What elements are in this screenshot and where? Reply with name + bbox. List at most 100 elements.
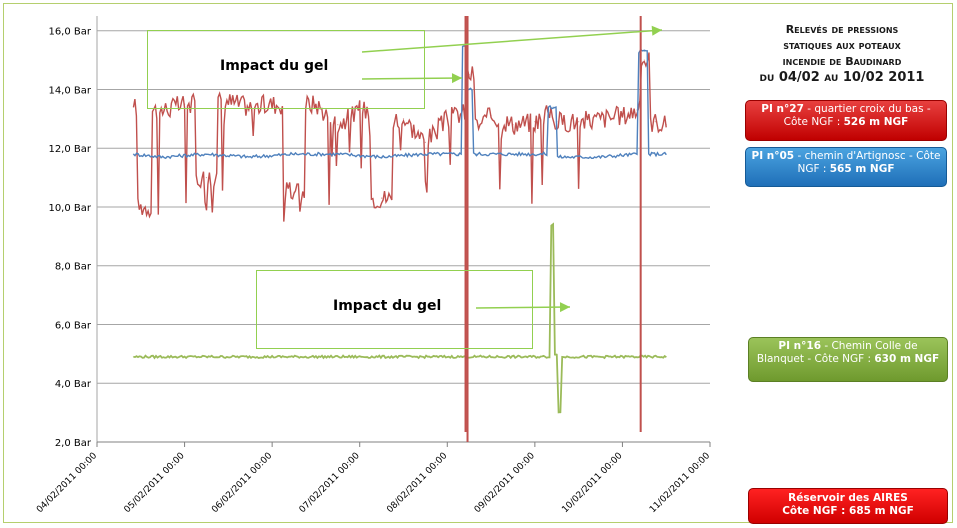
data-point — [475, 153, 478, 155]
legend-pi05: PI n°05 - chemin d'Artignosc - Côte NGF … — [745, 147, 947, 187]
data-point — [271, 103, 273, 105]
y-tick-label: 14,0 Bar — [48, 85, 91, 96]
data-point — [446, 118, 448, 120]
data-point — [621, 356, 624, 358]
legend-reservoir: Réservoir des AIRES Côte NGF : 685 m NGF — [748, 488, 948, 524]
data-point — [552, 106, 554, 108]
y-tick-label: 2,0 Bar — [55, 438, 92, 449]
legend-pi16-desc: - Chemin Colle de Blanquet - Côte NGF : — [756, 340, 918, 365]
data-point — [205, 176, 208, 179]
x-tick-label: 05/02/2011 00:00 — [123, 451, 187, 515]
data-point — [140, 206, 142, 208]
data-point — [424, 153, 426, 155]
x-tick-label: 09/02/2011 00:00 — [473, 451, 537, 515]
data-point — [205, 153, 208, 155]
legend-pi05-desc: - chemin d'Artignosc - Côte NGF : — [794, 150, 941, 175]
data-point — [578, 121, 580, 123]
legend-reservoir-line-2: Côte NGF : 685 m NGF — [782, 505, 914, 517]
y-tick-label: 12,0 Bar — [48, 144, 91, 155]
data-point — [162, 109, 164, 111]
data-point — [512, 124, 514, 126]
annotation-label-top: Impact du gel — [220, 58, 329, 74]
data-point — [457, 153, 459, 155]
data-point — [490, 115, 492, 117]
data-point — [468, 74, 470, 76]
annotation-arrow-bottom-head — [559, 302, 570, 313]
legend-pi16: PI n°16 - Chemin Colle de Blanquet - Côt… — [748, 337, 948, 382]
chart-title-line-4: du 04/02 au 10/02 2011 — [759, 70, 925, 85]
data-point — [512, 153, 514, 155]
data-point — [446, 356, 448, 358]
data-point — [468, 88, 470, 91]
data-point — [665, 153, 667, 155]
x-tick-label: 08/02/2011 00:00 — [385, 451, 449, 515]
data-point — [559, 412, 561, 414]
annotation-arrow-top-short — [361, 77, 463, 80]
data-point — [402, 118, 405, 120]
data-point — [599, 118, 602, 120]
y-tick-label: 6,0 Bar — [55, 320, 92, 331]
data-point — [249, 156, 251, 158]
data-point — [132, 356, 135, 358]
data-point — [548, 112, 551, 114]
y-tick-label: 4,0 Bar — [55, 379, 92, 390]
annotation-box-top — [147, 30, 425, 109]
data-point — [381, 197, 383, 199]
data-point — [665, 124, 667, 126]
data-point — [654, 121, 656, 123]
legend-pi27: PI n°27 - quartier croix du bas - Côte N… — [745, 100, 947, 141]
data-point — [381, 156, 383, 158]
data-point — [337, 124, 339, 126]
series-pi27-line — [132, 52, 667, 222]
data-point — [651, 153, 653, 155]
data-point — [293, 153, 295, 155]
data-point — [271, 356, 273, 358]
data-point — [563, 356, 565, 358]
data-point — [636, 153, 638, 155]
data-point — [534, 121, 536, 123]
data-point — [479, 124, 481, 126]
data-point — [541, 153, 543, 155]
data-point — [293, 191, 295, 193]
annotation-arrow-bottom — [475, 306, 571, 309]
legend-pi27-desc: - quartier croix du bas - Côte NGF : — [783, 103, 931, 128]
data-point — [643, 59, 645, 61]
legend-pi27-id: PI n°27 — [761, 103, 804, 115]
data-point — [337, 153, 339, 155]
y-tick-label: 8,0 Bar — [55, 262, 92, 273]
data-point — [643, 50, 645, 52]
x-tick-label: 11/02/2011 00:00 — [648, 451, 712, 515]
data-point — [552, 223, 554, 226]
data-point — [183, 356, 186, 358]
chart-title-line-1: Relevés de pressions — [785, 23, 899, 36]
annotation-arrow-top-long — [361, 29, 663, 53]
x-tick-label: 10/02/2011 00:00 — [560, 451, 624, 515]
data-point — [132, 153, 135, 155]
data-point — [621, 115, 624, 117]
y-tick-label: 10,0 Bar — [48, 203, 91, 214]
data-point — [534, 356, 536, 358]
legend-pi27-alt: 526 m NGF — [843, 116, 909, 128]
data-point — [548, 356, 551, 358]
y-tick-label: 16,0 Bar — [48, 27, 91, 38]
x-tick-label: 07/02/2011 00:00 — [298, 451, 362, 515]
data-point — [359, 109, 361, 111]
annotation-box-bottom — [256, 270, 533, 349]
data-point — [162, 156, 164, 158]
annotation-arrow-top-short-head — [451, 73, 462, 84]
data-point — [359, 356, 361, 358]
data-point — [249, 106, 251, 108]
chart-title: Relevés de pressions statiques aux potea… — [728, 22, 956, 86]
series-pi16-line — [133, 222, 667, 414]
data-point — [556, 353, 558, 355]
legend-pi05-id: PI n°05 — [751, 150, 795, 162]
legend-pi16-id: PI n°16 — [778, 340, 822, 352]
data-point — [132, 106, 135, 108]
data-point — [559, 156, 561, 158]
data-point — [183, 103, 186, 105]
data-point — [315, 103, 317, 105]
data-point — [424, 141, 426, 143]
chart-title-line-2: statiques aux poteaux — [783, 39, 901, 52]
data-point — [599, 156, 602, 158]
annotation-label-bottom: Impact du gel — [333, 298, 442, 314]
